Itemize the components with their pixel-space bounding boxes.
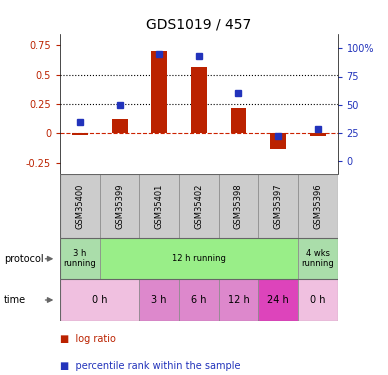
Bar xyxy=(60,238,100,279)
Bar xyxy=(310,134,326,136)
Text: GSM35402: GSM35402 xyxy=(194,184,203,229)
Text: 6 h: 6 h xyxy=(191,295,206,305)
Bar xyxy=(298,174,338,238)
Bar xyxy=(151,51,167,134)
Bar xyxy=(112,119,128,134)
Bar xyxy=(258,279,298,321)
Bar xyxy=(60,279,139,321)
Text: GSM35397: GSM35397 xyxy=(274,183,282,229)
Text: GSM35396: GSM35396 xyxy=(313,183,322,229)
Text: GSM35399: GSM35399 xyxy=(115,183,124,229)
Bar xyxy=(179,174,219,238)
Bar xyxy=(100,238,298,279)
Text: 0 h: 0 h xyxy=(310,295,326,305)
Bar xyxy=(139,174,179,238)
Bar xyxy=(191,67,207,134)
Bar xyxy=(179,279,219,321)
Text: 3 h
running: 3 h running xyxy=(64,249,96,268)
Text: 4 wks
running: 4 wks running xyxy=(301,249,334,268)
Text: 3 h: 3 h xyxy=(151,295,167,305)
Title: GDS1019 / 457: GDS1019 / 457 xyxy=(146,17,251,31)
Bar xyxy=(72,134,88,135)
Text: GSM35398: GSM35398 xyxy=(234,183,243,229)
Bar xyxy=(219,174,258,238)
Text: GSM35400: GSM35400 xyxy=(75,184,85,229)
Text: 12 h running: 12 h running xyxy=(172,254,226,263)
Text: time: time xyxy=(4,295,26,305)
Bar xyxy=(230,108,246,134)
Bar xyxy=(298,238,338,279)
Text: 24 h: 24 h xyxy=(267,295,289,305)
Bar xyxy=(270,134,286,148)
Text: 0 h: 0 h xyxy=(92,295,107,305)
Text: 12 h: 12 h xyxy=(228,295,249,305)
Bar xyxy=(258,174,298,238)
Bar xyxy=(139,279,179,321)
Text: ■  percentile rank within the sample: ■ percentile rank within the sample xyxy=(60,361,241,370)
Bar xyxy=(100,174,139,238)
Text: protocol: protocol xyxy=(4,254,43,264)
Text: ■  log ratio: ■ log ratio xyxy=(60,334,116,344)
Bar xyxy=(298,279,338,321)
Bar xyxy=(219,279,258,321)
Text: GSM35401: GSM35401 xyxy=(155,184,164,229)
Bar xyxy=(60,174,100,238)
